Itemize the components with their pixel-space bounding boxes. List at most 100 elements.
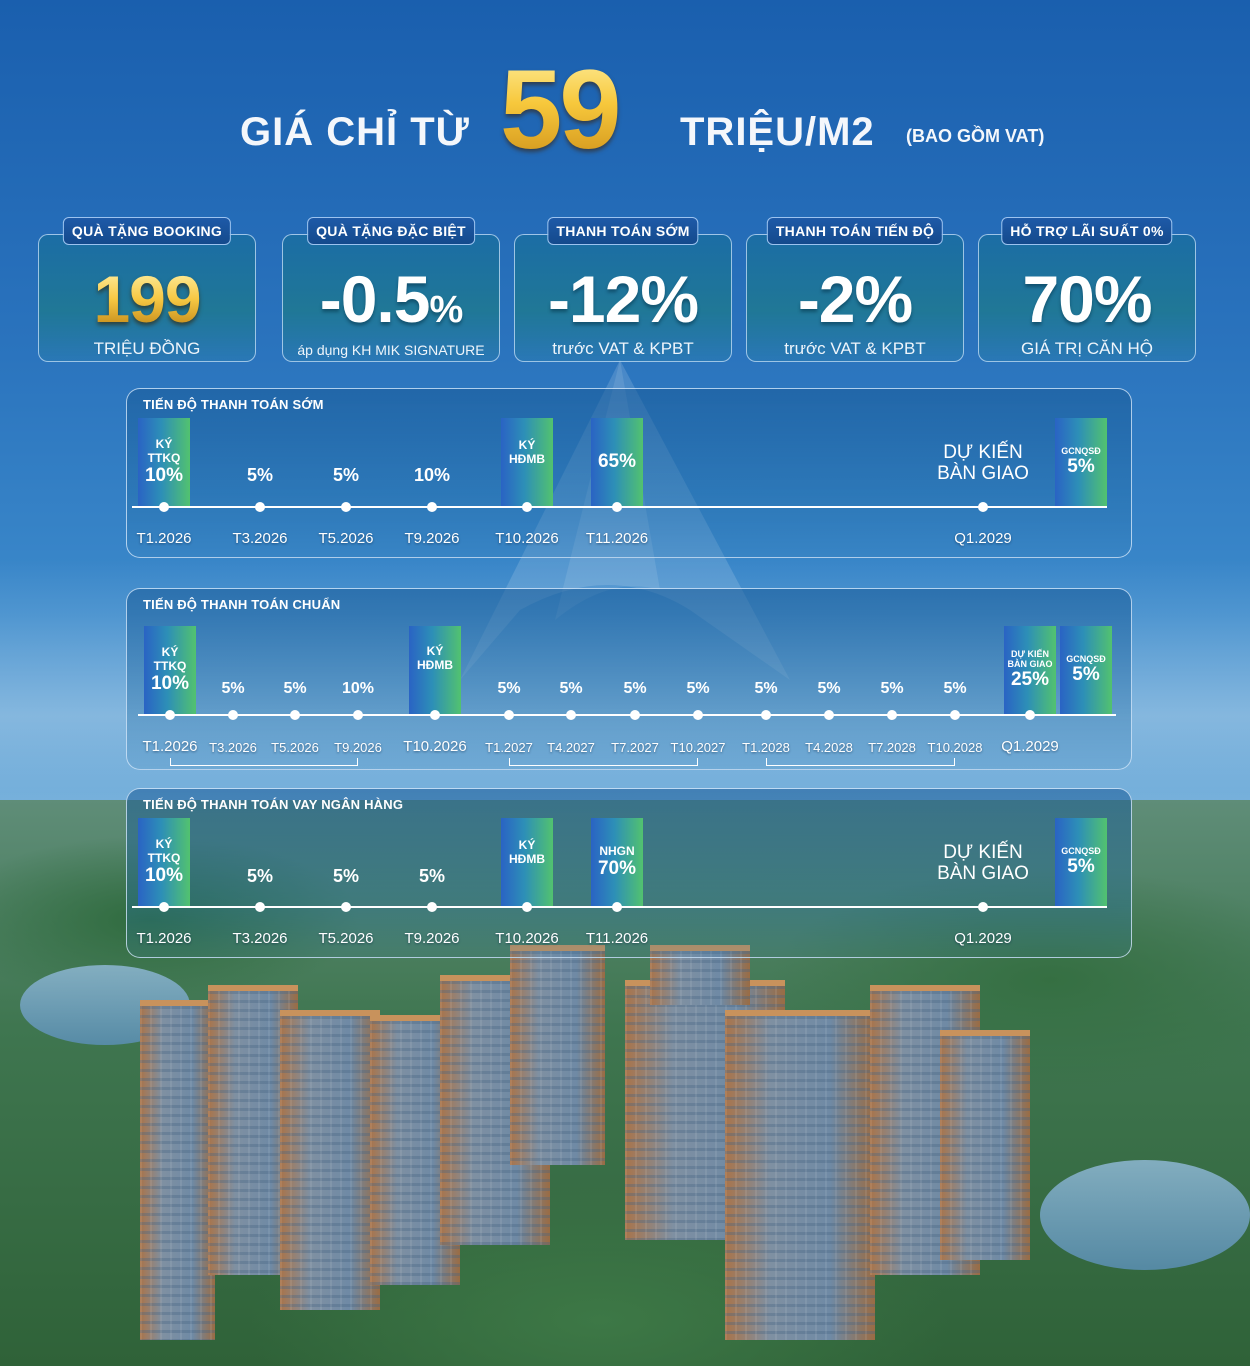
timeline-node (341, 502, 351, 512)
offer-subtitle: TRIỆU ĐỒNG (93, 339, 201, 358)
milestone-bar-nhgn: NHGN 70% (591, 818, 643, 906)
bar-label: DỰ KIẾN (1011, 649, 1049, 659)
offer-subtitle: trước VAT & KPBT (784, 339, 926, 358)
timeline-node (824, 710, 834, 720)
timeline-date: T9.2026 (404, 930, 460, 947)
timeline-standard-payment: TIẾN ĐỘ THANH TOÁN CHUẨN (126, 588, 1132, 770)
bar-label: TTKQ (153, 659, 187, 673)
milestone-bar-gcnqsd: GCNQSĐ 5% (1060, 626, 1112, 714)
installment-percentage: 5% (246, 866, 274, 886)
timeline-date: T10.2026 (495, 930, 559, 947)
timeline-date: T9.2026 (334, 740, 382, 755)
installment-percentage: 5% (332, 866, 360, 886)
bar-percentage: 10% (144, 865, 184, 886)
timeline-date: T5.2026 (318, 930, 374, 947)
bar-label: GCNQSĐ (1066, 654, 1106, 664)
handover-label: DỰ KIẾN BÀN GIAO (937, 442, 1029, 484)
bar-percentage: 5% (1072, 664, 1100, 685)
headline-prefix: GIÁ CHỈ TỪ (240, 110, 470, 154)
bar-label: TTKQ (147, 851, 181, 865)
installment-percentage: 5% (559, 680, 583, 697)
headline-vat-note: (BAO GỒM VAT) (906, 126, 1045, 146)
offer-value: -0.5% (283, 263, 499, 346)
timeline-date: Q1.2029 (954, 930, 1012, 947)
offer-card-special-gift: QUÀ TẶNG ĐẶC BIỆT -0.5% áp dụng KH MIK S… (282, 217, 500, 362)
timeline-node (159, 902, 169, 912)
timeline-date: T4.2028 (805, 740, 853, 755)
timeline-node (887, 710, 897, 720)
date-group-bracket (509, 758, 698, 766)
timeline-node (341, 902, 351, 912)
timeline-node (950, 710, 960, 720)
bar-percentage: 5% (1067, 856, 1095, 877)
installment-percentage: 5% (754, 680, 778, 697)
timeline-node (165, 710, 175, 720)
timeline-node (427, 502, 437, 512)
milestone-bar-sign-hdmb: KÝ HĐMB (409, 626, 461, 714)
bar-percentage: 10% (144, 465, 184, 486)
timeline-node (353, 710, 363, 720)
handover-label: DỰ KIẾN BÀN GIAO (937, 842, 1029, 884)
timeline-date: T11.2026 (585, 930, 649, 947)
timeline-date: T1.2027 (485, 740, 533, 755)
timeline-date: T9.2026 (404, 530, 460, 547)
bar-label: GCNQSĐ (1061, 846, 1101, 856)
milestone-bar-gcnqsd: GCNQSĐ 5% (1055, 818, 1107, 906)
timeline-node (255, 502, 265, 512)
installment-percentage: 5% (943, 680, 967, 697)
timeline-date: T10.2026 (495, 530, 559, 547)
bar-percentage: 65% (597, 451, 637, 472)
timeline-node (504, 710, 514, 720)
bar-label: TTKQ (147, 451, 181, 465)
milestone-bar-sign-ttkq: KÝ TTKQ 10% (138, 818, 190, 906)
milestone-bar-sign-ttkq: KÝ TTKQ 10% (144, 626, 196, 714)
timeline-date: T11.2026 (585, 530, 649, 547)
timeline-date: Q1.2029 (954, 530, 1012, 547)
bar-label: KÝ (155, 837, 173, 851)
timeline-date: T10.2027 (670, 740, 726, 755)
timeline-date: T10.2026 (403, 738, 467, 755)
bar-label: KÝ (426, 644, 444, 658)
installment-percentage: 5% (332, 465, 360, 485)
timeline-node (612, 502, 622, 512)
offer-value: 70% (1022, 262, 1152, 336)
timeline-node (430, 710, 440, 720)
timeline-node (630, 710, 640, 720)
offer-tag: QUÀ TẶNG BOOKING (62, 217, 232, 245)
bar-label: KÝ (161, 645, 179, 659)
handover-line: DỰ KIẾN (943, 442, 1023, 463)
bar-label: HĐMB (509, 852, 545, 866)
timeline-node (290, 710, 300, 720)
offer-tag: THANH TOÁN TIẾN ĐỘ (766, 217, 944, 245)
bar-percentage: 70% (597, 858, 637, 879)
timeline-date: T1.2026 (136, 930, 192, 947)
bar-percentage: 5% (1067, 456, 1095, 477)
headline: GIÁ CHỈ TỪ 59 TRIỆU/M2 (BAO GỒM VAT) (0, 40, 1250, 172)
installment-percentage: 10% (413, 465, 451, 485)
timeline-date: T1.2026 (142, 738, 198, 755)
timeline-date: T1.2028 (742, 740, 790, 755)
offer-card-booking-gift: QUÀ TẶNG BOOKING 199 TRIỆU ĐỒNG (38, 217, 256, 362)
offer-card-progress-payment: THANH TOÁN TIẾN ĐỘ -2% trước VAT & KPBT (746, 217, 964, 362)
timeline-title: TIẾN ĐỘ THANH TOÁN SỚM (143, 397, 324, 412)
headline-price-number: 59 (500, 47, 622, 172)
milestone-bar-65-percent: 65% (591, 418, 643, 506)
timeline-node (522, 902, 532, 912)
offer-value: -12% (547, 262, 699, 336)
handover-line: DỰ KIẾN (943, 842, 1023, 863)
bar-label: HĐMB (417, 658, 453, 672)
timeline-node (978, 502, 988, 512)
offer-card-early-payment: THANH TOÁN SỚM -12% trước VAT & KPBT (514, 217, 732, 362)
offer-subtitle: trước VAT & KPBT (552, 339, 694, 358)
offer-tag: THANH TOÁN SỚM (547, 217, 699, 245)
timeline-date: T3.2026 (209, 740, 257, 755)
installment-percentage: 5% (418, 866, 446, 886)
bar-label: KÝ (518, 438, 536, 452)
installment-percentage: 5% (817, 680, 841, 697)
installment-percentage: 5% (283, 680, 307, 697)
bar-label: BÀN GIAO (1007, 659, 1053, 669)
offer-card-interest-support: HỖ TRỢ LÃI SUẤT 0% 70% GIÁ TRỊ CĂN HỘ (978, 217, 1196, 362)
offer-value: 199 (39, 263, 255, 335)
installment-percentage: 5% (686, 680, 710, 697)
timeline-date: T7.2027 (611, 740, 659, 755)
